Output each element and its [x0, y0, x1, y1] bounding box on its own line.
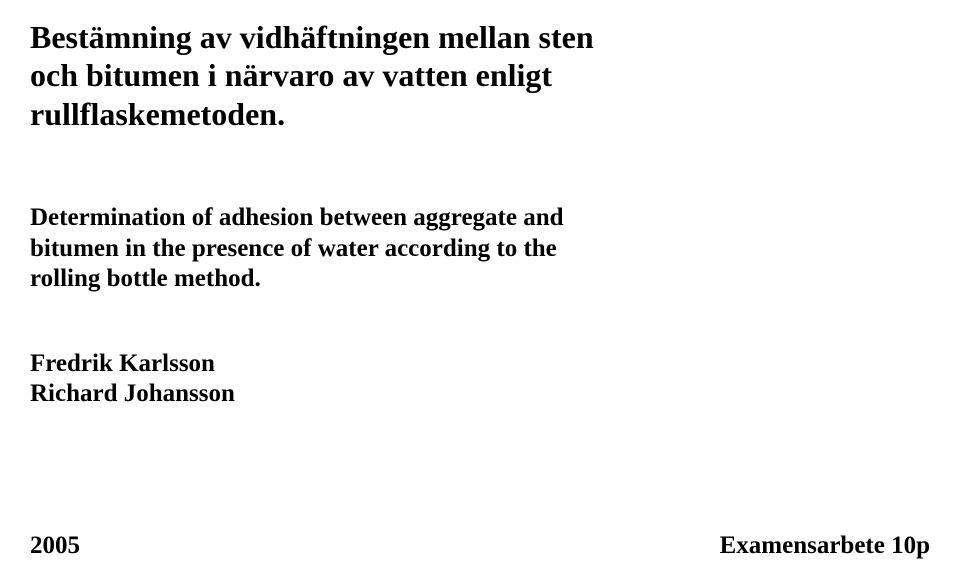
footer-work: Examensarbete 10p: [720, 532, 930, 560]
title-swedish: Bestämning av vidhäftningen mellan sten …: [30, 18, 930, 133]
page-container: Bestämning av vidhäftningen mellan sten …: [0, 0, 960, 574]
authors-block: Fredrik Karlsson Richard Johansson: [30, 349, 930, 410]
footer-row: 2005 Examensarbete 10p: [30, 532, 930, 560]
footer-year: 2005: [30, 532, 80, 560]
title-english: Determination of adhesion between aggreg…: [30, 203, 930, 295]
